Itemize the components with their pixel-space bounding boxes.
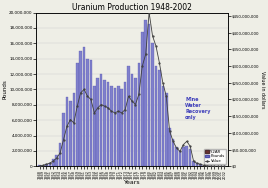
Bar xyxy=(62,113,65,166)
Bar xyxy=(179,151,181,166)
Text: Mine
Water
Recovery
only: Mine Water Recovery only xyxy=(185,98,210,120)
Bar xyxy=(131,74,133,166)
Bar xyxy=(189,149,191,166)
Bar xyxy=(165,93,168,166)
Bar xyxy=(162,86,164,166)
Bar xyxy=(148,24,150,166)
Bar xyxy=(52,159,55,166)
Bar xyxy=(155,66,157,166)
Bar xyxy=(182,147,185,166)
Bar xyxy=(83,47,85,166)
Bar xyxy=(96,78,99,166)
Bar xyxy=(110,86,113,166)
Bar xyxy=(158,70,161,166)
Bar xyxy=(45,164,48,166)
Bar xyxy=(66,97,68,166)
Bar xyxy=(55,155,58,166)
Bar xyxy=(127,66,130,166)
Bar xyxy=(103,80,106,166)
Bar xyxy=(79,51,82,166)
X-axis label: Years: Years xyxy=(124,180,140,185)
Bar xyxy=(100,74,102,166)
Bar xyxy=(90,60,92,166)
Bar xyxy=(196,163,198,166)
Bar xyxy=(86,59,89,166)
Bar xyxy=(38,165,41,166)
Bar xyxy=(93,86,96,166)
Bar xyxy=(59,143,61,166)
Legend: Y2AR, Pounds, Value: Y2AR, Pounds, Value xyxy=(204,149,226,164)
Bar xyxy=(69,101,72,166)
Bar xyxy=(117,86,120,166)
Bar xyxy=(134,78,137,166)
Bar xyxy=(199,164,202,166)
Bar xyxy=(120,89,123,166)
Bar xyxy=(141,32,144,166)
Y-axis label: Pounds: Pounds xyxy=(3,80,8,99)
Bar xyxy=(172,139,174,166)
Bar xyxy=(49,162,51,166)
Y-axis label: Value in dollars: Value in dollars xyxy=(260,71,265,108)
Bar xyxy=(124,82,126,166)
Bar xyxy=(114,88,116,166)
Title: Uranium Production 1948-2002: Uranium Production 1948-2002 xyxy=(72,3,192,12)
Bar xyxy=(185,146,188,166)
Bar xyxy=(137,63,140,166)
Bar xyxy=(192,161,195,166)
Bar xyxy=(144,20,147,166)
Bar xyxy=(151,43,154,166)
Bar xyxy=(175,147,178,166)
Bar xyxy=(76,63,79,166)
Bar xyxy=(107,82,109,166)
Bar xyxy=(73,93,75,166)
Bar xyxy=(168,128,171,166)
